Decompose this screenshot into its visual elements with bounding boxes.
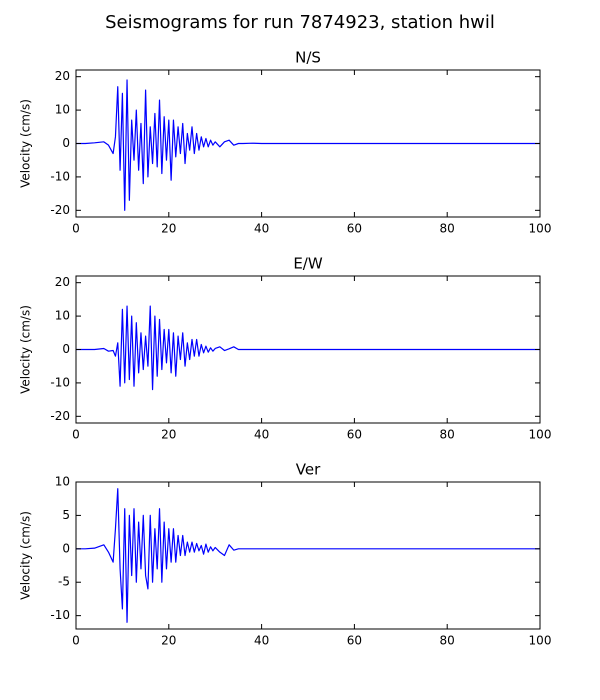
x-tick-label: 60 [347,634,362,648]
x-tick-label: 60 [347,222,362,236]
x-tick-label: 100 [529,634,552,648]
y-tick-label: 10 [55,103,70,117]
subplot-title: Ver [296,461,321,479]
x-tick-label: 0 [72,634,80,648]
axes-frame [75,481,541,630]
y-tick-label: -10 [50,169,70,183]
x-tick-label: 80 [440,428,455,442]
y-axis-label: Velocity (cm/s) [19,511,33,600]
x-tick-label: 20 [161,428,176,442]
y-axis-label: Velocity (cm/s) [19,99,33,188]
seismogram-line [76,488,540,623]
y-tick-label: -20 [50,409,70,423]
x-tick-label: 80 [440,634,455,648]
y-tick-label: 20 [55,69,70,83]
x-tick-label: 40 [254,634,269,648]
y-tick-label: -20 [50,203,70,217]
y-tick-label: 0 [62,541,70,555]
y-tick-label: -5 [58,575,70,589]
x-tick-label: 40 [254,222,269,236]
subplot-title: N/S [295,49,321,67]
y-tick-label: -10 [50,608,70,622]
x-tick-label: 20 [161,222,176,236]
y-tick-label: -10 [50,375,70,389]
axes-frame [75,275,541,424]
y-tick-label: 0 [62,136,70,150]
figure-title: Seismograms for run 7874923, station hwi… [105,12,495,33]
x-tick-label: 40 [254,428,269,442]
y-tick-label: 5 [62,508,70,522]
y-axis-label: Velocity (cm/s) [19,305,33,394]
subplot-title: E/W [293,255,323,273]
x-tick-label: 100 [529,222,552,236]
seismogram-line [76,305,540,391]
y-tick-label: 20 [55,275,70,289]
x-tick-label: 100 [529,428,552,442]
x-tick-label: 0 [72,428,80,442]
axes-frame [75,69,541,218]
x-tick-label: 80 [440,222,455,236]
x-tick-label: 60 [347,428,362,442]
seismogram-line [76,79,540,211]
x-tick-label: 20 [161,634,176,648]
y-tick-label: 0 [62,342,70,356]
y-tick-label: 10 [55,475,70,489]
y-tick-label: 10 [55,309,70,323]
x-tick-label: 0 [72,222,80,236]
